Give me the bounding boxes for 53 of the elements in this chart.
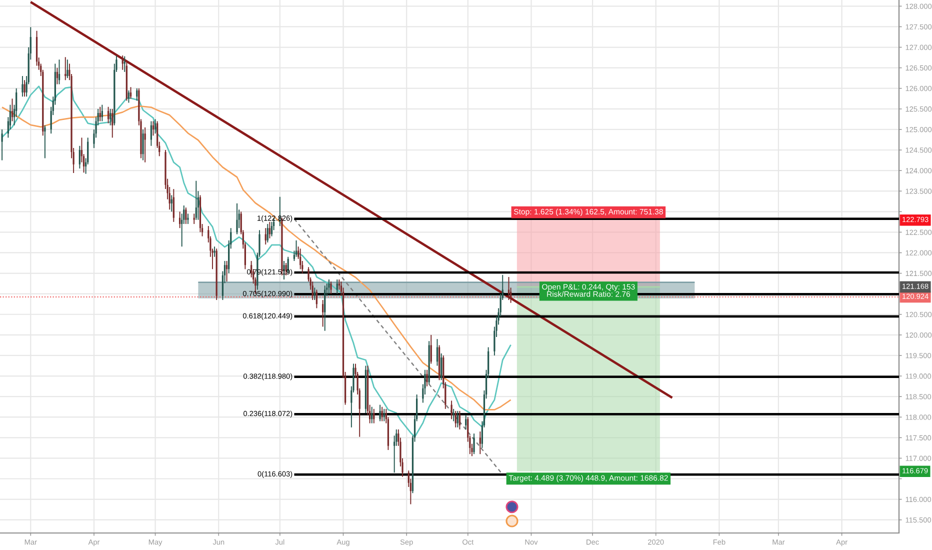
- candlestick: [58, 59, 60, 85]
- candlestick: [295, 240, 298, 258]
- candlestick: [172, 188, 174, 222]
- candlestick: [78, 145, 80, 169]
- candlestick: [508, 276, 510, 300]
- candlestick: [56, 67, 58, 85]
- candlestick: [214, 246, 216, 258]
- candlestick: [266, 223, 268, 243]
- candlestick: [450, 400, 452, 420]
- candlestick: [373, 408, 375, 424]
- candlestick: [452, 408, 454, 422]
- candlestick: [44, 124, 46, 159]
- candlestick: [66, 59, 68, 79]
- candlestick: [136, 88, 138, 102]
- candlestick: [312, 281, 314, 300]
- candlestick: [426, 369, 428, 387]
- candlestick: [110, 108, 112, 126]
- candlestick: [193, 213, 195, 224]
- candlestick: [22, 76, 24, 98]
- candlestick: [187, 213, 189, 224]
- candlestick: [128, 90, 130, 104]
- candlestick: [154, 118, 156, 134]
- candlestick: [336, 278, 338, 294]
- candlestick: [379, 404, 381, 422]
- candlestick: [144, 126, 146, 163]
- candlestick: [458, 410, 461, 430]
- candlestick: [322, 300, 324, 328]
- candlestick: [268, 221, 271, 239]
- candlestick: [185, 207, 187, 224]
- candlestick: [381, 406, 383, 422]
- candlestick: [473, 433, 475, 455]
- candlestick: [454, 410, 456, 428]
- candlestick: [479, 431, 481, 455]
- candlestick: [456, 410, 458, 428]
- candlestick: [64, 56, 66, 81]
- candlestick: [1, 128, 3, 161]
- candlestick: [328, 278, 330, 294]
- candlestick: [11, 98, 14, 122]
- candlestick: [264, 228, 266, 245]
- candlestick: [142, 128, 144, 161]
- candlestick: [371, 406, 373, 424]
- candlestick: [124, 56, 126, 72]
- candlestick: [324, 285, 326, 332]
- candlestick: [330, 281, 332, 294]
- candlestick: [101, 104, 103, 122]
- candlestick: [178, 211, 181, 229]
- candlestick: [24, 80, 26, 98]
- candlestick: [236, 202, 238, 235]
- candlestick: [195, 180, 197, 220]
- candlestick: [465, 414, 467, 430]
- candlestick: [440, 352, 442, 381]
- candlestick: [430, 334, 432, 364]
- candlestick: [112, 108, 114, 138]
